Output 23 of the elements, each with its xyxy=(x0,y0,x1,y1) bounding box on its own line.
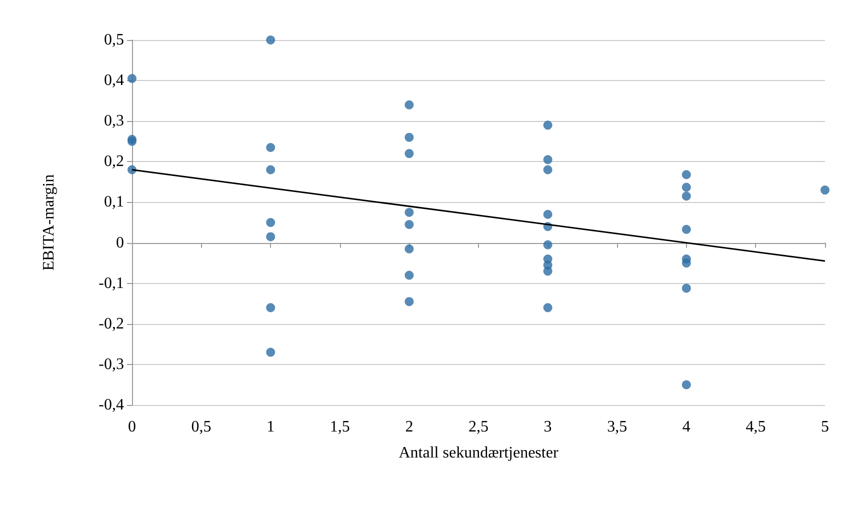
y-tick-label: -0,1 xyxy=(98,274,124,292)
y-tick-label: 0,4 xyxy=(104,72,124,90)
x-tick-label: 0 xyxy=(128,418,136,436)
x-tick-label: 2 xyxy=(405,418,414,436)
x-tick-label: 3,5 xyxy=(607,418,628,436)
x-tick-label: 1,5 xyxy=(330,418,350,436)
y-tick-label: 0,3 xyxy=(104,112,124,130)
y-tick-label: 0,1 xyxy=(104,194,124,211)
y-tick-label: -0,2 xyxy=(98,315,124,332)
x-tick-label: 3 xyxy=(544,418,552,436)
x-tick-label: 4,5 xyxy=(746,418,766,436)
y-tick-label: 0 xyxy=(116,234,124,252)
x-tick-label: 1 xyxy=(266,418,275,436)
y-tick-label: -0,4 xyxy=(98,396,124,414)
x-tick-label: 5 xyxy=(821,418,829,436)
x-tick-label: 4 xyxy=(682,418,690,436)
y-tick-label: 0,2 xyxy=(104,153,124,170)
y-axis-title: EBITA-margin xyxy=(40,174,58,271)
x-axis-title: Antall sekundærtjenester xyxy=(398,444,559,462)
x-tick-label: 0,5 xyxy=(191,418,212,436)
y-tick-label: -0,3 xyxy=(98,356,124,373)
x-tick-label: 2,5 xyxy=(468,418,488,436)
y-tick-label: 0,5 xyxy=(104,32,124,48)
